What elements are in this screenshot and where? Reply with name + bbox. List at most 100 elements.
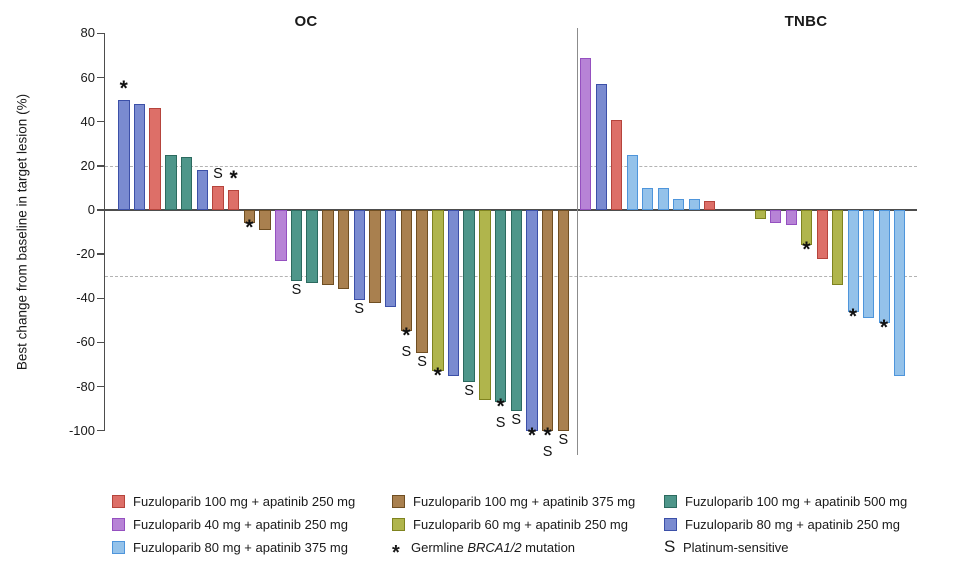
bar — [259, 210, 271, 230]
legend-column-1: Fuzuloparib 100 mg + apatinib 250 mg Fuz… — [112, 493, 392, 555]
bar — [770, 210, 781, 224]
bar — [832, 210, 843, 286]
brca-mutation-mark: * — [527, 423, 537, 447]
platinum-sensitive-mark: S — [542, 443, 553, 460]
y-tick-label: -60 — [76, 334, 95, 350]
bar — [878, 210, 890, 323]
platinum-sensitive-marker-icon: S — [664, 537, 676, 556]
y-tick-label: -40 — [76, 290, 95, 306]
bar — [322, 210, 334, 286]
bar — [801, 210, 812, 246]
brca-mutation-mark: * — [848, 304, 858, 328]
bar — [541, 210, 554, 431]
bar — [673, 198, 684, 210]
bar — [306, 210, 318, 283]
bar — [384, 210, 397, 308]
bar — [642, 187, 653, 210]
legend-label: Fuzuloparib 100 mg + apatinib 250 mg — [133, 493, 356, 509]
y-tick — [97, 297, 105, 300]
bar — [688, 198, 700, 210]
y-axis-label: Best change from baseline in target lesi… — [14, 93, 30, 371]
platinum-sensitive-mark: S — [291, 281, 302, 298]
bar — [432, 210, 444, 372]
brca-mutation-mark: * — [229, 167, 238, 191]
y-axis — [103, 33, 105, 431]
bar — [894, 210, 905, 376]
y-tick-label: -20 — [76, 246, 95, 262]
bar — [118, 99, 130, 210]
legend-label: Fuzuloparib 60 mg + apatinib 250 mg — [413, 516, 628, 532]
legend-label: Platinum-sensitive — [683, 539, 789, 555]
brca-mutation-mark: * — [802, 238, 811, 262]
bar — [165, 154, 177, 210]
bar — [557, 210, 570, 431]
panel-title-tnbc: TNBC — [784, 13, 828, 30]
legend-swatch-blue — [664, 517, 677, 531]
y-tick — [97, 120, 105, 123]
bar — [847, 210, 859, 312]
y-tick-label: -80 — [76, 378, 95, 394]
brca-mutation-mark: * — [433, 364, 442, 388]
bar — [243, 210, 256, 224]
legend-item: Fuzuloparib 80 mg + apatinib 250 mg — [664, 516, 907, 532]
bar — [447, 210, 460, 376]
bar — [180, 157, 193, 210]
y-tick-label: 20 — [80, 157, 95, 173]
bar — [626, 154, 638, 210]
bar — [290, 210, 303, 281]
y-tick — [97, 209, 105, 211]
legend-label: Fuzuloparib 100 mg + apatinib 375 mg — [413, 493, 636, 509]
legend: Fuzuloparib 100 mg + apatinib 250 mg Fuz… — [112, 493, 908, 564]
y-tick — [97, 76, 105, 79]
bar — [275, 210, 287, 261]
legend-column-3: Fuzuloparib 100 mg + apatinib 500 mg Fuz… — [664, 493, 908, 556]
bar — [816, 210, 828, 259]
y-tick-label: 40 — [80, 113, 95, 129]
platinum-sensitive-mark: S — [354, 301, 365, 318]
y-tick — [97, 253, 105, 255]
bar — [479, 210, 491, 400]
bar — [611, 119, 622, 210]
platinum-sensitive-mark: S — [464, 383, 474, 400]
legend-swatch-lightblue — [112, 540, 125, 554]
legend-item: Fuzuloparib 80 mg + apatinib 375 mg — [112, 540, 392, 555]
brca-mutation-mark: * — [496, 395, 505, 418]
bar — [785, 210, 797, 226]
legend-swatch-teal — [664, 494, 677, 508]
legend-item: Fuzuloparib 100 mg + apatinib 250 mg — [112, 493, 392, 509]
brca-mutation-mark: * — [543, 423, 552, 447]
platinum-sensitive-mark: S — [213, 165, 223, 182]
y-tick — [97, 165, 105, 167]
brca-mutation-mark: * — [879, 315, 889, 339]
bar — [149, 108, 161, 210]
asterisk-marker-icon: * — [392, 542, 400, 564]
y-tick — [97, 385, 105, 388]
y-tick — [97, 429, 105, 432]
bar — [580, 57, 591, 210]
y-tick — [97, 341, 105, 344]
legend-item: Fuzuloparib 60 mg + apatinib 250 mg — [392, 516, 664, 532]
bar — [369, 210, 381, 303]
bar — [416, 210, 428, 354]
bar — [337, 210, 350, 290]
legend-label: Germline BRCA1/2 mutation — [411, 539, 576, 555]
y-tick-label: -100 — [68, 422, 95, 438]
legend-item-platinum: S Platinum-sensitive — [664, 537, 907, 556]
legend-label: Fuzuloparib 100 mg + apatinib 500 mg — [685, 493, 908, 509]
platinum-sensitive-mark: S — [495, 415, 506, 431]
legend-label: Fuzuloparib 80 mg + apatinib 250 mg — [685, 516, 900, 532]
legend-item: Fuzuloparib 100 mg + apatinib 375 mg — [392, 493, 664, 509]
legend-swatch-brown — [392, 494, 405, 508]
panel-title-oc: OC — [294, 13, 318, 30]
bar — [196, 170, 208, 210]
panel-divider — [577, 28, 578, 455]
platinum-sensitive-mark: S — [511, 411, 522, 428]
brca-mutation-mark: * — [402, 324, 411, 348]
bar — [595, 84, 607, 210]
platinum-sensitive-mark: S — [401, 344, 412, 361]
y-tick — [97, 32, 105, 35]
y-tick-label: 80 — [80, 25, 95, 41]
bar — [353, 210, 365, 301]
bar — [510, 210, 522, 411]
